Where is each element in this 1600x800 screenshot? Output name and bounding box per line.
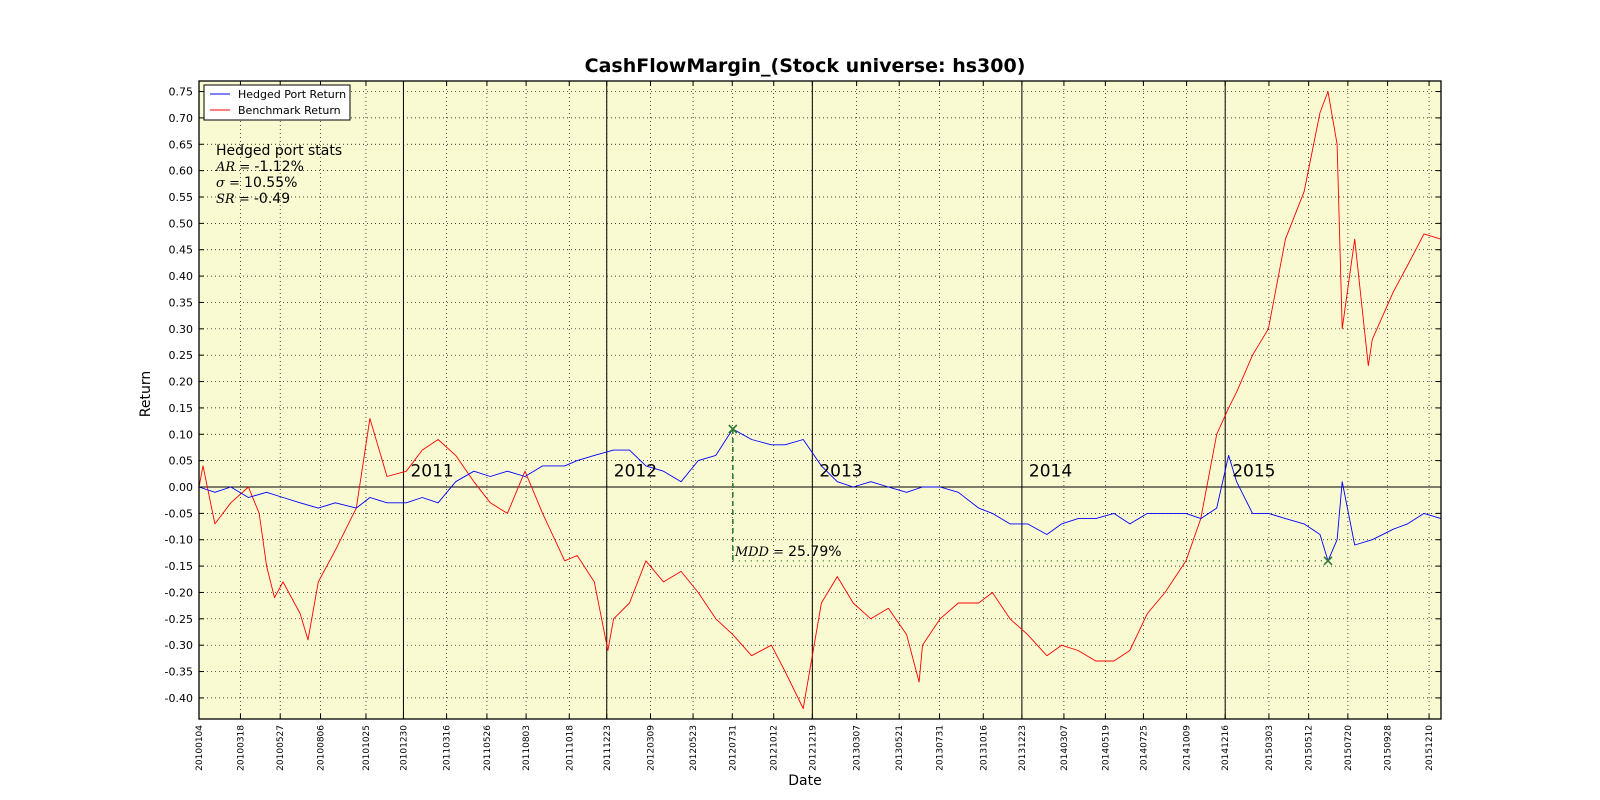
mdd-symbol: MDD = (734, 545, 788, 560)
mdd-peak-marker (728, 424, 738, 434)
stats-block: Hedged port stats AR = -1.12% σ = 10.55%… (215, 143, 342, 207)
x-tick-label: 20120309 (646, 725, 656, 771)
x-tick-label: 20111223 (603, 725, 613, 771)
x-tick-label: 20101025 (362, 725, 372, 771)
y-tick-label: 0.70 (169, 112, 194, 125)
y-tick-label: -0.30 (165, 639, 193, 652)
x-axis-title: Date (788, 773, 821, 789)
x-tick-label: 20130521 (895, 725, 905, 771)
legend-label-hedged: Hedged Port Return (238, 88, 346, 101)
y-tick-label: -0.15 (165, 560, 193, 573)
plot-frame (198, 80, 1442, 720)
x-tick-label: 20150512 (1305, 725, 1315, 771)
legend: Hedged Port Return Benchmark Return (203, 84, 351, 121)
y-tick-label: -0.35 (165, 666, 193, 679)
x-tick-label: 20150928 (1384, 725, 1394, 771)
max-drawdown-annotation: MDD = 25.79% (728, 424, 1333, 566)
stats-row-sigma: σ = 10.55% (216, 175, 297, 191)
stats-sigma-value: 10.55% (244, 175, 297, 191)
mdd-value: 25.79% (788, 544, 841, 560)
series-lines (198, 91, 1442, 709)
stats-sr-value: -0.49 (254, 191, 290, 207)
marker-stroke (1323, 556, 1333, 566)
x-tick-label: 20130307 (853, 725, 863, 771)
y-tick-label: 0.35 (169, 296, 194, 309)
x-tick-label: 20110316 (443, 725, 453, 771)
legend-box (203, 84, 351, 121)
y-tick-label: 0.20 (169, 376, 194, 389)
y-tick-label: 0.75 (169, 86, 194, 99)
mdd-trough-marker (1323, 556, 1333, 566)
y-tick-label: -0.20 (165, 586, 193, 599)
y-tick-label: 0.00 (169, 481, 194, 494)
x-tick-label: 20120731 (728, 725, 738, 771)
stats-ar-value: -1.12% (254, 159, 304, 175)
x-tick-label: 20131016 (979, 725, 989, 771)
x-axis-ticks: 20100104 20100318 20100527 20100806 20101025… (195, 81, 1435, 771)
y-tick-label: -0.10 (165, 534, 193, 547)
year-dividers (402, 81, 1226, 719)
x-tick-label: 20140725 (1139, 725, 1149, 771)
y-tick-label: 0.15 (169, 402, 194, 415)
y-tick-label: 0.05 (169, 455, 194, 468)
y-tick-label: 0.30 (169, 323, 194, 336)
y-tick-label: -0.40 (165, 692, 193, 705)
x-tick-label: 20100104 (195, 725, 205, 771)
marker-stroke (728, 424, 738, 434)
x-tick-label: 20130731 (936, 725, 946, 771)
y-tick-label: 0.60 (169, 165, 194, 178)
y-tick-label: 0.50 (169, 217, 194, 230)
y-tick-label: 0.10 (169, 428, 194, 441)
x-tick-label: 20140519 (1101, 725, 1111, 771)
year-label: 2011 (410, 461, 453, 481)
x-tick-label: 20111018 (565, 725, 575, 771)
x-tick-label: 20100806 (317, 725, 327, 771)
y-tick-label: 0.25 (169, 349, 194, 362)
y-tick-label: -0.25 (165, 613, 193, 626)
x-tick-label: 20121219 (808, 725, 818, 771)
x-tick-label: 20131223 (1018, 725, 1028, 771)
series-line-hedged-port-return (198, 428, 1442, 562)
y-tick-label: 0.40 (169, 270, 194, 283)
x-tick-label: 20110526 (483, 725, 493, 771)
y-tick-label: -0.05 (165, 507, 193, 520)
x-tick-label: 20150720 (1344, 725, 1354, 771)
year-label: 2014 (1029, 461, 1072, 481)
stats-heading: Hedged port stats (216, 143, 342, 159)
stats-row-ar: AR = -1.12% (215, 159, 304, 175)
y-axis-ticks: 0.75 0.70 0.65 0.60 0.55 0.50 0.45 0.40 0.35 0.30… (165, 86, 1441, 705)
stats-ar-symbol: AR (215, 160, 235, 175)
y-tick-label: 0.55 (169, 191, 194, 204)
x-tick-label: 20150303 (1265, 725, 1275, 771)
x-tick-label: 20151210 (1425, 725, 1435, 771)
stats-row-sr: SR = -0.49 (216, 191, 290, 207)
year-labels: 2011 2012 2013 2014 2015 (410, 461, 1275, 481)
legend-label-benchmark: Benchmark Return (238, 104, 341, 117)
year-label: 2012 (614, 461, 657, 481)
mdd-label: MDD = 25.79% (734, 544, 842, 560)
y-tick-label: 0.45 (169, 244, 194, 257)
y-tick-label: 0.65 (169, 138, 194, 151)
stats-sigma-symbol: σ (216, 176, 226, 191)
x-tick-label: 20100527 (276, 725, 286, 771)
x-tick-label: 20121012 (770, 725, 780, 771)
x-tick-label: 20101230 (399, 725, 409, 771)
y-axis-title: Return (138, 371, 154, 417)
year-label: 2015 (1232, 461, 1275, 481)
plot-area (199, 81, 1441, 719)
x-tick-label: 20120523 (689, 725, 699, 771)
stats-sr-symbol: SR (216, 192, 235, 207)
x-tick-label: 20110803 (522, 725, 532, 771)
x-tick-label: 20100318 (236, 725, 246, 771)
series-line-benchmark-return (198, 91, 1442, 709)
x-tick-label: 20141216 (1221, 725, 1231, 771)
x-tick-label: 20140307 (1060, 725, 1070, 771)
year-label: 2013 (819, 461, 862, 481)
x-tick-label: 20141009 (1183, 725, 1193, 771)
chart-title: CashFlowMargin_(Stock universe: hs300) (585, 55, 1026, 77)
